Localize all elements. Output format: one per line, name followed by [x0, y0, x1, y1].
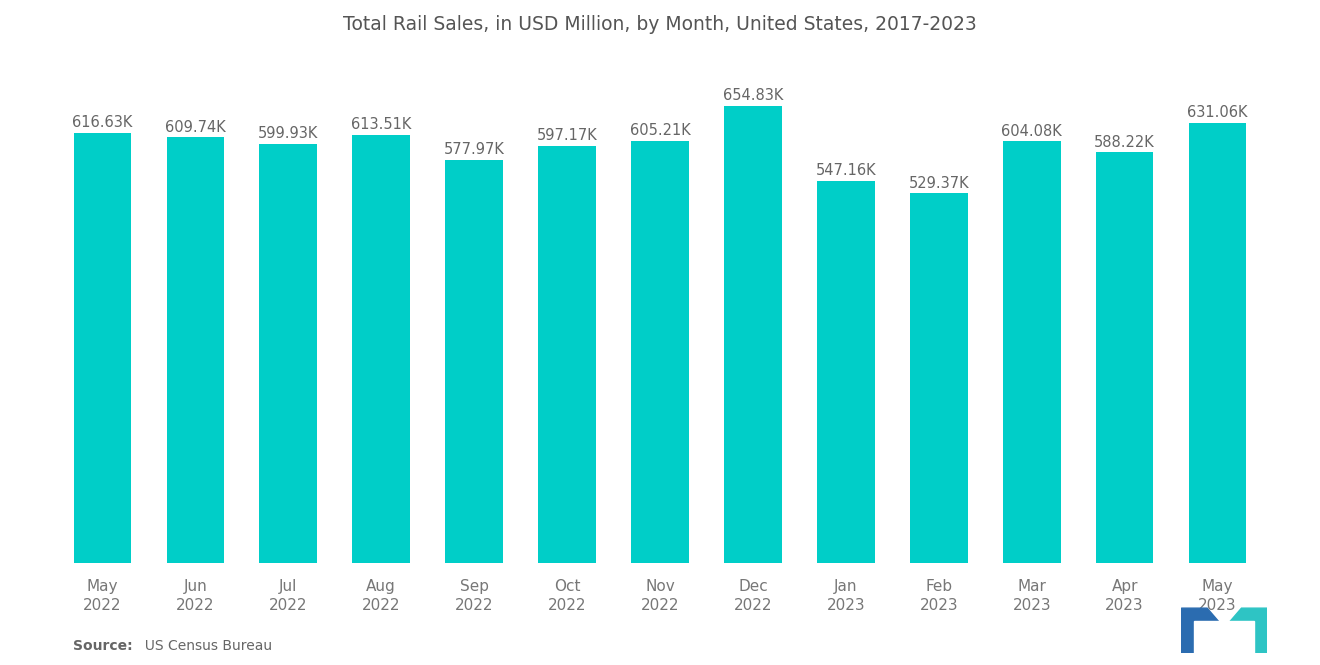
Text: 605.21K: 605.21K — [630, 123, 690, 138]
Polygon shape — [1181, 608, 1225, 653]
Text: 631.06K: 631.06K — [1187, 105, 1247, 120]
Bar — [817, 181, 875, 563]
Polygon shape — [1225, 620, 1254, 653]
Bar — [631, 140, 689, 563]
Polygon shape — [1195, 620, 1225, 653]
Text: 613.51K: 613.51K — [351, 117, 412, 132]
Bar — [1189, 122, 1246, 563]
Bar — [166, 138, 224, 563]
Bar — [1096, 152, 1154, 563]
Text: 597.17K: 597.17K — [537, 128, 598, 144]
Bar — [539, 146, 595, 563]
Text: 577.97K: 577.97K — [444, 142, 504, 157]
Text: US Census Bureau: US Census Bureau — [136, 639, 272, 654]
Text: 604.08K: 604.08K — [1002, 124, 1063, 138]
Text: 588.22K: 588.22K — [1094, 135, 1155, 150]
Polygon shape — [1225, 608, 1267, 653]
Bar — [1003, 142, 1060, 563]
Text: 654.83K: 654.83K — [723, 88, 783, 103]
Title: Total Rail Sales, in USD Million, by Month, United States, 2017-2023: Total Rail Sales, in USD Million, by Mon… — [343, 15, 977, 34]
Bar — [909, 194, 968, 563]
Bar — [352, 135, 411, 563]
Text: 599.93K: 599.93K — [259, 126, 318, 142]
Text: 529.37K: 529.37K — [908, 176, 969, 191]
Text: Source:: Source: — [73, 639, 132, 654]
Bar — [445, 160, 503, 563]
Text: 609.74K: 609.74K — [165, 120, 226, 134]
Bar — [260, 144, 317, 563]
Bar — [725, 106, 781, 563]
Bar — [74, 132, 131, 563]
Text: 547.16K: 547.16K — [816, 164, 876, 178]
Text: 616.63K: 616.63K — [73, 115, 132, 130]
